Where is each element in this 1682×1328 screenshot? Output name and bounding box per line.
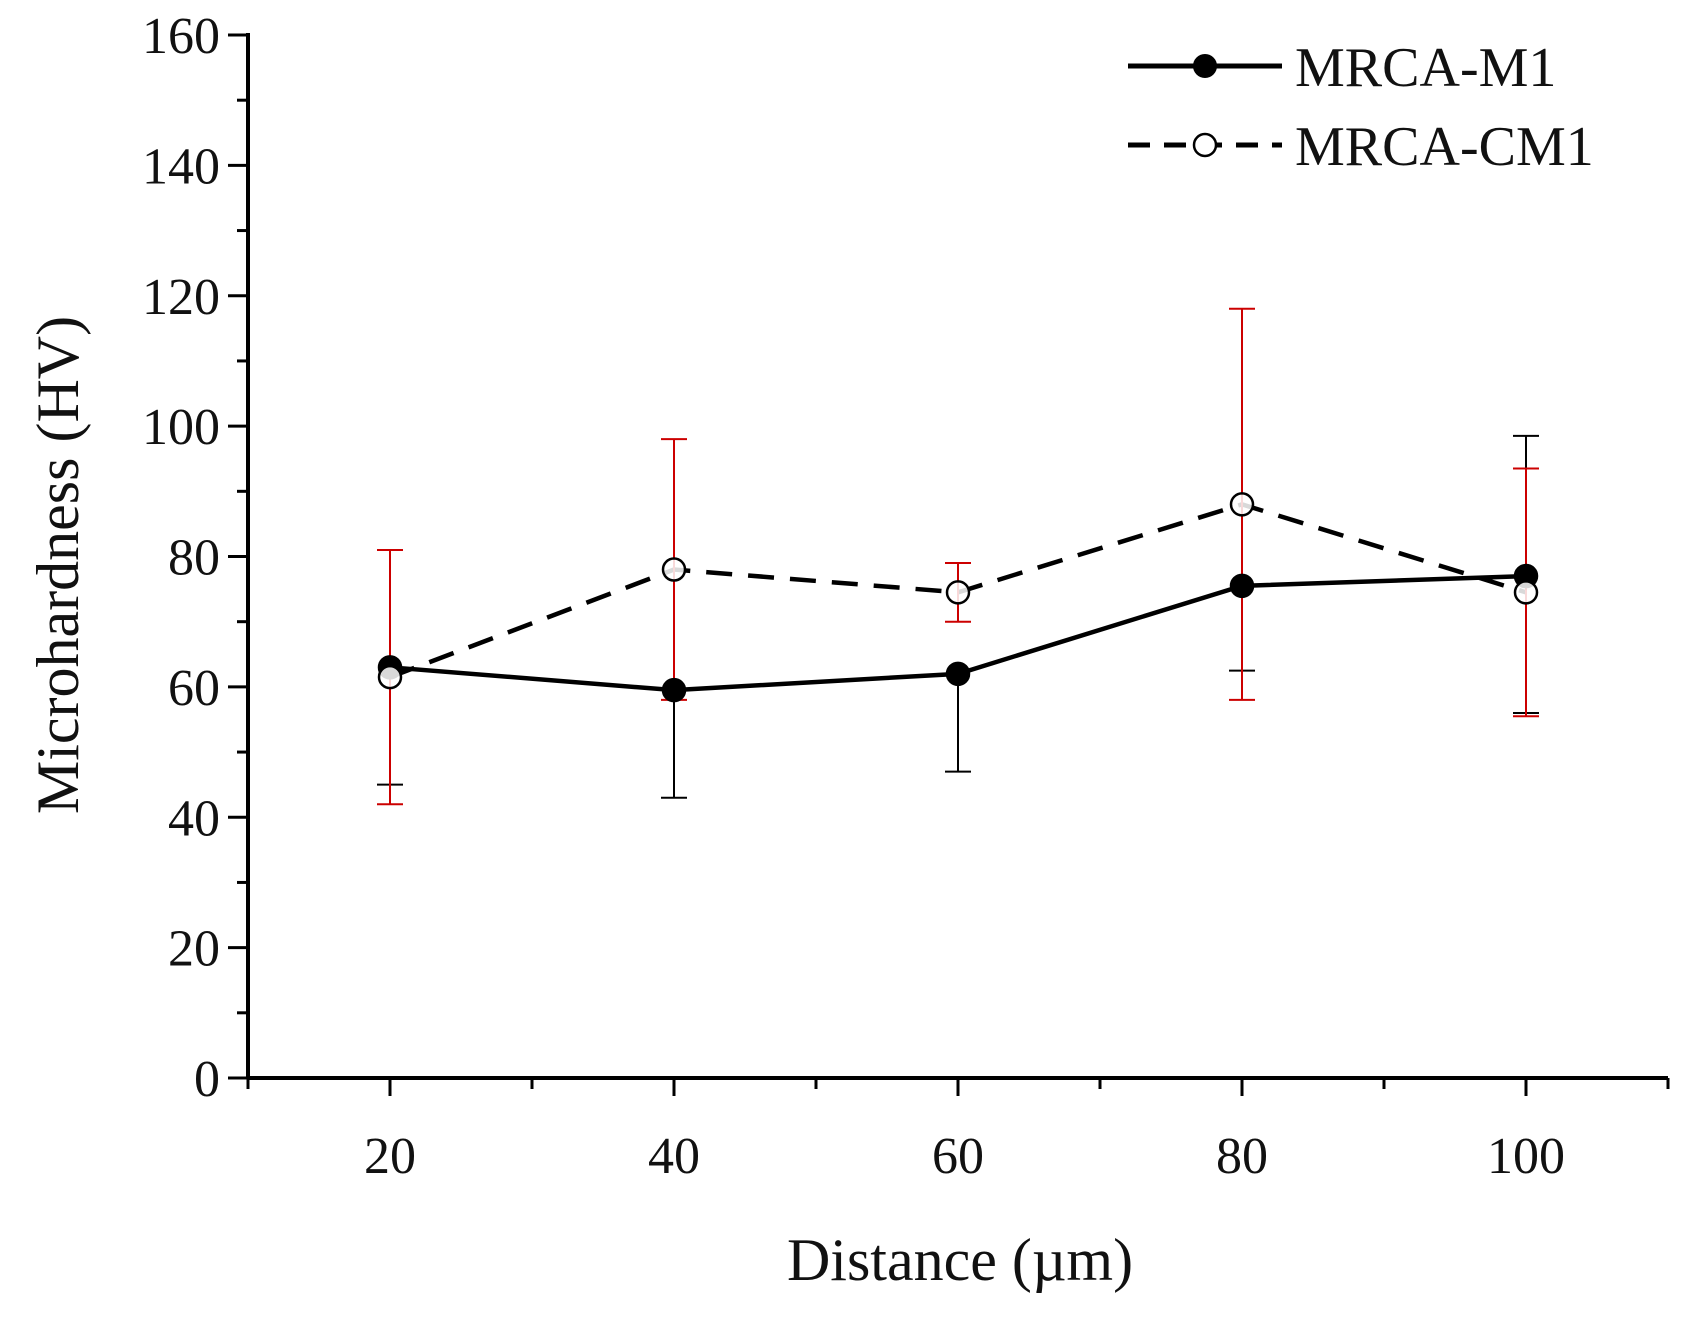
legend-entry-cm1: MRCA-CM1 bbox=[1128, 116, 1594, 178]
tick-labels: 0 20 40 60 80 100 120 140 160 20 40 60 80 100 bbox=[142, 8, 1565, 1185]
y-tick-label: 140 bbox=[142, 138, 220, 195]
y-tick-label: 160 bbox=[142, 8, 220, 65]
x-tick-label: 80 bbox=[1216, 1128, 1268, 1185]
data-point-2 bbox=[1229, 492, 1255, 517]
legend-label-m1: MRCA-M1 bbox=[1295, 37, 1556, 99]
data-point-2 bbox=[661, 557, 687, 582]
y-tick-label: 60 bbox=[168, 660, 220, 717]
x-axis-title: Distance (µm) bbox=[787, 1227, 1133, 1293]
axes bbox=[228, 33, 1670, 1096]
y-tick-label: 40 bbox=[168, 790, 220, 847]
legend-entry-m1: MRCA-M1 bbox=[1128, 37, 1556, 99]
legend-marker-cm1 bbox=[1192, 132, 1218, 158]
y-tick-label: 100 bbox=[142, 399, 220, 456]
y-tick-label: 0 bbox=[194, 1051, 220, 1108]
x-tick-label: 40 bbox=[648, 1128, 700, 1185]
markers bbox=[377, 492, 1539, 703]
data-point-2 bbox=[377, 664, 403, 690]
legend-label-cm1: MRCA-CM1 bbox=[1295, 116, 1594, 178]
data-point-1 bbox=[1229, 573, 1255, 599]
y-tick-label: 120 bbox=[142, 269, 220, 326]
x-tick-label: 100 bbox=[1487, 1128, 1565, 1185]
y-tick-label: 80 bbox=[168, 530, 220, 587]
data-point-1 bbox=[661, 677, 687, 703]
error-bars bbox=[377, 307, 1539, 806]
legend-marker-m1 bbox=[1193, 54, 1217, 78]
x-tick-label: 20 bbox=[364, 1128, 416, 1185]
y-axis-title: Microhardness (HV) bbox=[25, 316, 91, 814]
data-point-2 bbox=[1513, 580, 1539, 605]
data-point-2 bbox=[945, 580, 971, 605]
x-tick-label: 60 bbox=[932, 1128, 984, 1185]
legend: MRCA-M1 MRCA-CM1 bbox=[1128, 37, 1594, 178]
y-tick-label: 20 bbox=[168, 921, 220, 978]
data-point-1 bbox=[945, 661, 971, 687]
